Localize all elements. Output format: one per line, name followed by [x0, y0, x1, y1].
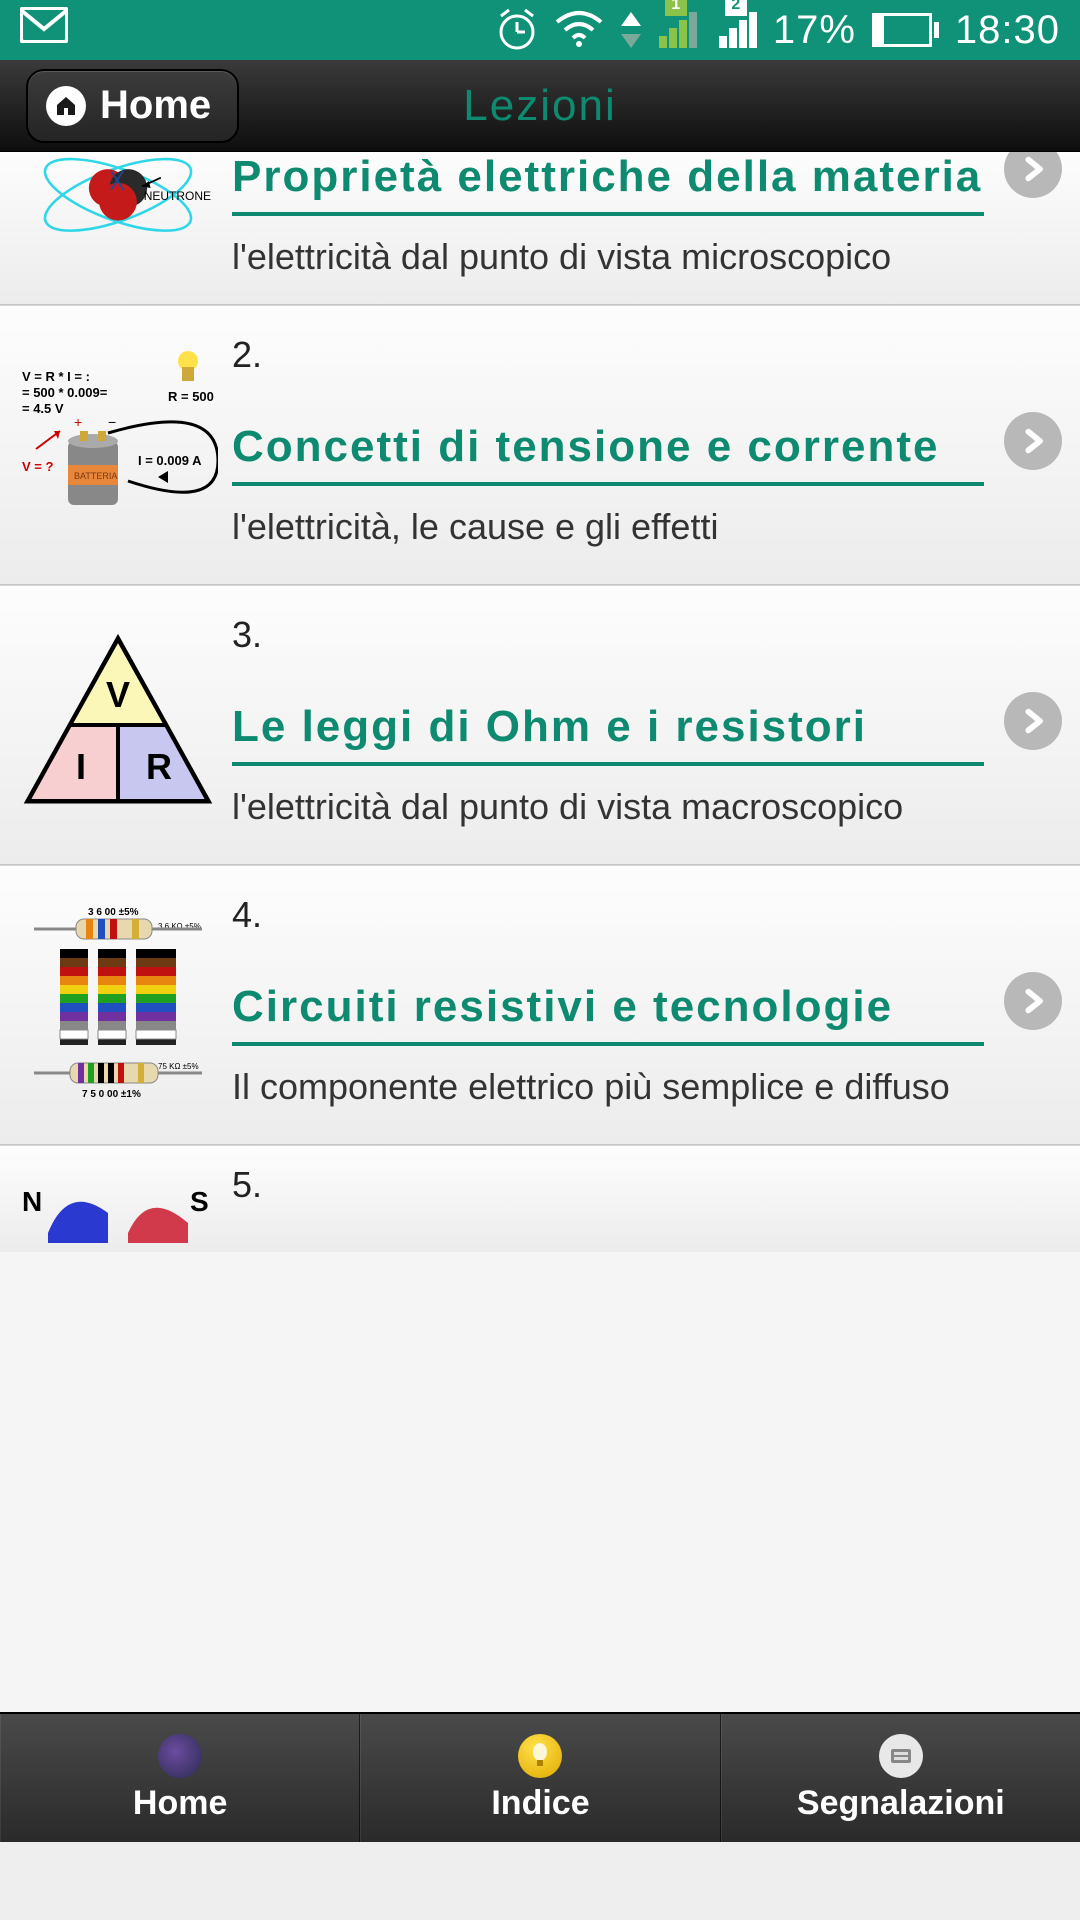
chevron-right-icon[interactable]: [1004, 152, 1062, 198]
lesson-number: 5.: [232, 1164, 1052, 1206]
clock: 18:30: [955, 8, 1060, 53]
lesson-item[interactable]: V = R * I = : = 500 * 0.009= = 4.5 V V =…: [0, 305, 1080, 585]
chevron-right-icon[interactable]: [1004, 412, 1062, 470]
lesson-number: 3.: [232, 614, 984, 656]
page-title: Lezioni: [463, 81, 616, 131]
svg-text:7 5 0 00 ±1%: 7 5 0 00 ±1%: [82, 1089, 141, 1100]
wifi-icon: [555, 10, 603, 50]
lesson-number: 4.: [232, 894, 984, 936]
svg-text:= 500 * 0.009=: = 500 * 0.009=: [22, 385, 108, 400]
svg-text:R = 500 Ω: R = 500 Ω: [168, 389, 218, 404]
svg-text:I: I: [76, 746, 86, 787]
svg-text:3 6 00 ±5%: 3 6 00 ±5%: [88, 907, 139, 918]
svg-text:R: R: [146, 746, 172, 787]
lesson-desc: l'elettricità, le cause e gli effetti: [232, 506, 984, 548]
signal-sim2-icon: 2: [719, 12, 757, 48]
tab-segnalazioni-label: Segnalazioni: [797, 1784, 1005, 1823]
tab-indice-label: Indice: [491, 1784, 589, 1823]
svg-text:N: N: [22, 1186, 42, 1217]
lesson-thumb-battery: V = R * I = : = 500 * 0.009= = 4.5 V V =…: [18, 341, 218, 541]
mail-icon: [20, 7, 68, 53]
svg-text:−: −: [108, 414, 116, 430]
chevron-right-icon[interactable]: [1004, 972, 1062, 1030]
lesson-title: Le leggi di Ohm e i resistori: [232, 702, 984, 766]
tab-home[interactable]: Home: [0, 1714, 360, 1842]
home-icon: [46, 86, 86, 126]
tab-bar: Home Indice Segnalazioni: [0, 1712, 1080, 1842]
lesson-desc: l'elettricità dal punto di vista microsc…: [232, 236, 984, 278]
lesson-desc: Il componente elettrico più semplice e d…: [232, 1066, 984, 1108]
battery-percent: 17%: [773, 8, 856, 53]
status-bar: 1 2 17% 18:30: [0, 0, 1080, 60]
lesson-thumb-atom: NEUTRONE: [18, 152, 218, 272]
svg-text:I = 0.009 A: I = 0.009 A: [138, 453, 202, 468]
svg-text:75 KΩ ±5%: 75 KΩ ±5%: [158, 1062, 199, 1071]
lesson-title: Concetti di tensione e corrente: [232, 422, 984, 486]
svg-text:NEUTRONE: NEUTRONE: [144, 189, 211, 203]
tab-segnalazioni[interactable]: Segnalazioni: [721, 1714, 1080, 1842]
tab-indice-icon: [518, 1734, 562, 1778]
data-sync-icon: [619, 10, 643, 50]
signal-sim1-icon: 1: [659, 12, 697, 48]
lesson-item[interactable]: V I R 3. Le leggi di Ohm e i resistori l…: [0, 585, 1080, 865]
svg-text:V = ?: V = ?: [22, 459, 53, 474]
battery-icon: [872, 13, 939, 47]
svg-text:= 4.5 V: = 4.5 V: [22, 401, 64, 416]
lesson-thumb-triangle: V I R: [18, 621, 218, 821]
lesson-desc: l'elettricità dal punto di vista macrosc…: [232, 786, 984, 828]
svg-text:V: V: [106, 674, 130, 715]
app-header: Home Lezioni: [0, 60, 1080, 152]
svg-text:S: S: [190, 1186, 209, 1217]
lesson-number: 2.: [232, 334, 984, 376]
lesson-item[interactable]: N S 5.: [0, 1145, 1080, 1252]
tab-segnalazioni-icon: [879, 1734, 923, 1778]
lesson-title: Proprietà elettriche della materia: [232, 152, 984, 216]
lesson-title: Circuiti resistivi e tecnologie: [232, 982, 984, 1046]
home-button-label: Home: [100, 83, 211, 128]
sim2-badge: 2: [725, 0, 747, 16]
lesson-thumb-magnet: N S: [18, 1173, 218, 1243]
tab-home-icon: [158, 1734, 202, 1778]
tab-home-label: Home: [133, 1784, 227, 1823]
chevron-right-icon[interactable]: [1004, 692, 1062, 750]
lesson-list: NEUTRONE Proprietà elettriche della mate…: [0, 152, 1080, 1712]
alarm-icon: [495, 8, 539, 52]
svg-text:BATTERIA: BATTERIA: [74, 471, 117, 481]
svg-text:V = R * I = :: V = R * I = :: [22, 369, 90, 384]
home-button[interactable]: Home: [26, 69, 239, 143]
lesson-item[interactable]: NEUTRONE Proprietà elettriche della mate…: [0, 152, 1080, 305]
tab-indice[interactable]: Indice: [360, 1714, 720, 1842]
lesson-item[interactable]: 3 6 00 ±5% 3,6 KΩ ±5%: [0, 865, 1080, 1145]
footer-strip: [0, 1842, 1080, 1920]
svg-text:+: +: [74, 414, 82, 430]
sim1-badge: 1: [665, 0, 687, 16]
lesson-thumb-resistor-codes: 3 6 00 ±5% 3,6 KΩ ±5%: [18, 901, 218, 1101]
